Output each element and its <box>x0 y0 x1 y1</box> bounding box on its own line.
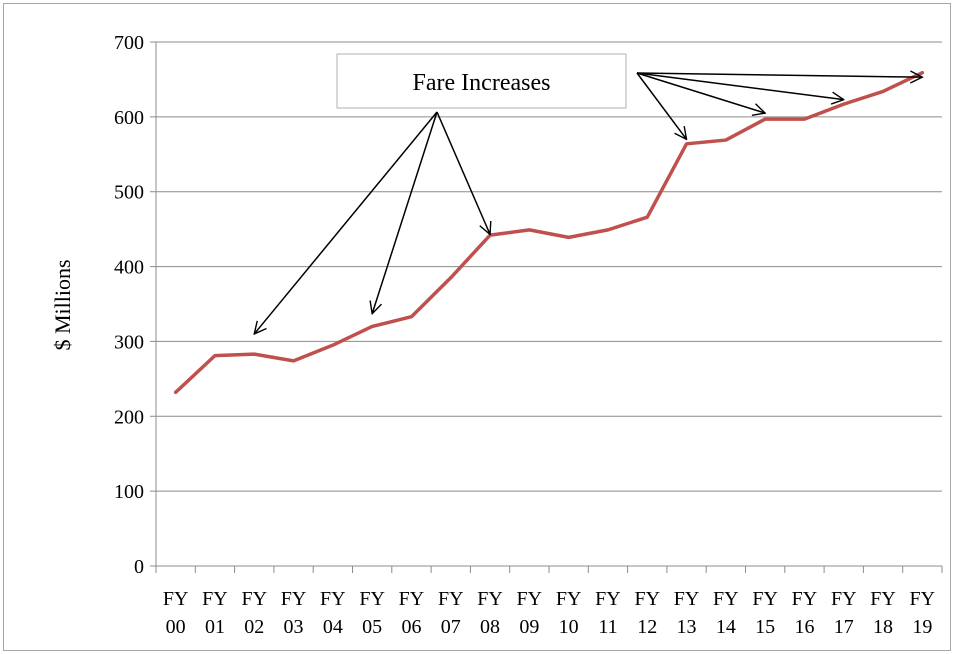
x-tick-label-line1: FY <box>359 588 385 610</box>
x-tick-label-line1: FY <box>241 588 267 610</box>
x-tick-label-line1: FY <box>910 588 936 610</box>
y-tick-label: 700 <box>114 32 144 54</box>
x-tick-label-line1: FY <box>163 588 189 610</box>
x-tick-label-line2: 02 <box>244 616 264 638</box>
x-tick-label-line2: 14 <box>716 616 736 638</box>
x-tick-label-line1: FY <box>674 588 700 610</box>
y-tick-label: 200 <box>114 406 144 428</box>
x-tick-label-line1: FY <box>634 588 660 610</box>
y-tick-label: 400 <box>114 257 144 279</box>
y-tick-label: 500 <box>114 182 144 204</box>
series-line <box>173 70 925 395</box>
annotation-arrow <box>636 73 922 77</box>
x-tick-label-line1: FY <box>595 588 621 610</box>
annotation-label: Fare Increases <box>413 70 551 96</box>
annotation-arrow <box>636 72 687 139</box>
x-tick-label-line1: FY <box>517 588 543 610</box>
x-tick-label-line2: 08 <box>480 616 500 638</box>
x-tick-label-line2: 03 <box>284 616 304 638</box>
x-tick-label-line2: 17 <box>834 616 854 638</box>
x-tick-label-line1: FY <box>752 588 778 610</box>
annotation-arrow <box>436 111 490 234</box>
x-tick-label-line2: 16 <box>794 616 814 638</box>
series-lines <box>173 70 925 395</box>
x-tick-label-line2: 19 <box>912 616 932 638</box>
x-tick-label-line1: FY <box>202 588 228 610</box>
x-tick-label-line1: FY <box>831 588 857 610</box>
x-tick-label-line2: 11 <box>598 616 617 638</box>
x-tick-label-line2: 00 <box>166 616 186 638</box>
x-tick-label-line2: 05 <box>362 616 382 638</box>
x-tick-label-line1: FY <box>399 588 425 610</box>
annotation-arrow <box>254 111 438 334</box>
x-tick-label-line1: FY <box>438 588 464 610</box>
gridlines <box>156 41 942 492</box>
annotation-arrow <box>636 72 844 100</box>
x-tick-label-line1: FY <box>792 588 818 610</box>
x-tick-label-line1: FY <box>713 588 739 610</box>
chart-frame <box>3 3 951 651</box>
x-tick-label-line2: 09 <box>519 616 539 638</box>
axes <box>150 41 943 573</box>
x-tick-label-line2: 04 <box>323 616 343 638</box>
x-tick-label-line2: 07 <box>441 616 461 638</box>
x-tick-label-line2: 18 <box>873 616 893 638</box>
y-tick-label: 100 <box>114 481 144 503</box>
x-tick-label-line2: 13 <box>677 616 697 638</box>
annotation-arrow <box>372 111 438 314</box>
y-axis-label: $ Millions <box>50 259 75 350</box>
y-tick-label: 0 <box>134 556 144 578</box>
annotations: Fare Increases <box>254 53 922 334</box>
x-tick-labels: FY 00 FY 01 FY 02 FY 03 FY 04 FY 05 FY 06 FY 07 FY 08 FY 09… <box>163 588 935 638</box>
x-tick-label-line1: FY <box>281 588 307 610</box>
y-tick-labels: 0 100 200 300 400 500 600 700 <box>114 32 144 578</box>
x-tick-label-line1: FY <box>870 588 896 610</box>
annotation-arrow <box>636 72 765 113</box>
annotation-box <box>336 53 627 109</box>
y-tick-label: 300 <box>114 331 144 353</box>
x-tick-label-line1: FY <box>477 588 503 610</box>
x-tick-label-line2: 15 <box>755 616 775 638</box>
x-tick-label-line2: 12 <box>637 616 657 638</box>
x-tick-label-line2: 06 <box>401 616 421 638</box>
y-tick-label: 600 <box>114 107 144 129</box>
x-tick-label-line2: 01 <box>205 616 225 638</box>
x-tick-label-line1: FY <box>556 588 582 610</box>
x-tick-label-line1: FY <box>320 588 346 610</box>
x-tick-label-line2: 10 <box>559 616 579 638</box>
